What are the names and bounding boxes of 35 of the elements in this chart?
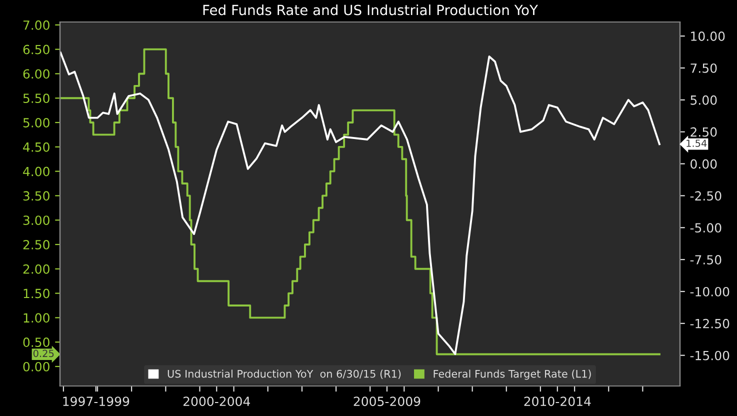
text: 0.25 (33, 350, 54, 358)
y2-tick-label: -10.00 (690, 286, 730, 296)
y2-tick-label: -12.50 (690, 318, 730, 328)
y2-tick-label: 7.50 (690, 63, 717, 73)
y2-tick-label: -15.00 (690, 350, 730, 360)
y2-tick-label: -7.50 (690, 255, 722, 264)
y-tick-label: 0.00 (23, 362, 50, 372)
y2-tick-label: -5.00 (690, 223, 722, 233)
legend-label: US Industrial Production YoY on 6/30/15 (R1) (168, 370, 401, 379)
y2-tick-label: 2.50 (690, 127, 717, 137)
text: 1.54 (686, 140, 707, 147)
chart-title: Fed Funds Rate and US Industrial Production YoY (203, 4, 538, 16)
legend-label: Federal Funds Target Rate (L1) (434, 370, 591, 380)
y-tick-label: 0.50 (23, 338, 50, 348)
y-tick-label: 7.00 (23, 20, 50, 30)
y-tick-label: 1.00 (24, 313, 50, 323)
y-tick-label: 3.50 (23, 191, 50, 201)
y2-tick-label: 5.00 (690, 95, 717, 105)
y-tick-label: 2.00 (23, 264, 50, 274)
y2-tick-label: 0.00 (690, 159, 717, 169)
y-tick-label: 4.00 (23, 166, 50, 176)
y-tick-label: 3.00 (23, 216, 50, 226)
x-tick-label: 2000-2004 (183, 396, 250, 406)
y-tick-label: 4.50 (23, 142, 50, 152)
y-tick-label: 6.50 (23, 44, 50, 54)
y2-tick-label: 10.00 (691, 32, 725, 41)
x-tick-label: 1997-1999 (63, 396, 130, 406)
y-tick-label: 1.50 (24, 288, 50, 298)
y-tick-label: 5.00 (23, 118, 50, 128)
x-tick-label: 2010-2014 (524, 396, 591, 406)
y2-tick-label: -2.50 (690, 191, 722, 201)
y-tick-label: 6.00 (23, 69, 50, 79)
y-tick-label: 2.50 (23, 240, 50, 250)
y-tick-label: 5.50 (23, 94, 50, 104)
x-tick-label: 2005-2009 (354, 396, 420, 406)
